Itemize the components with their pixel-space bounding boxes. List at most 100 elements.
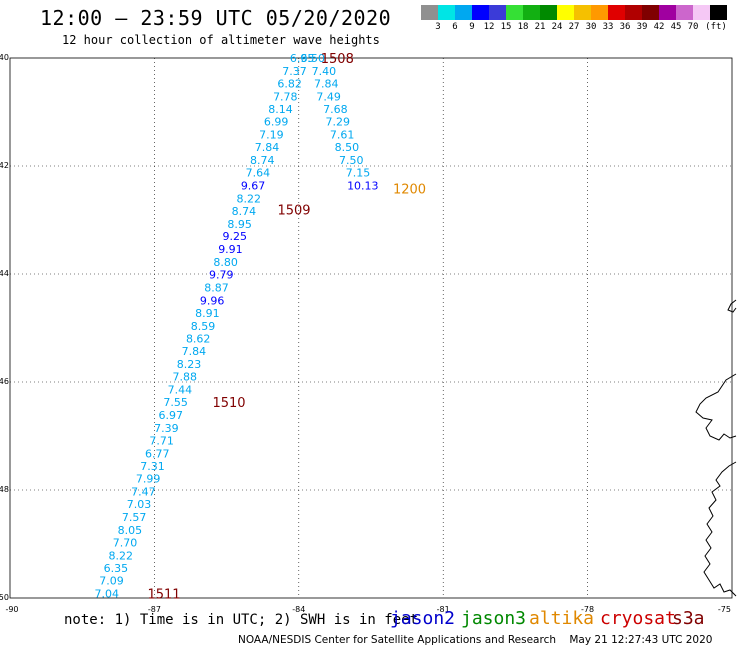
scale-swatch [540, 5, 557, 20]
pass-time-label: 1200 [393, 183, 426, 198]
scale-swatch [710, 5, 727, 20]
wave-height-value: 8.87 [204, 282, 229, 295]
lat-tick-label: -42 [0, 161, 9, 170]
scale-label: 21 [534, 22, 546, 32]
scale-swatch [557, 5, 574, 20]
wave-height-value: 7.44 [168, 384, 193, 397]
wave-height-value: 9.25 [223, 230, 248, 243]
scale-swatch [608, 5, 625, 20]
wave-height-value: 7.31 [140, 460, 165, 473]
scale-swatch [421, 5, 438, 20]
wave-height-value: 7.50 [339, 154, 364, 167]
wave-height-value: 8.14 [268, 103, 293, 116]
wave-height-value: 8.62 [186, 332, 211, 345]
wave-height-value: 9.91 [218, 243, 243, 256]
wave-height-value: 8.80 [213, 256, 238, 269]
lon-tick-label: -87 [148, 605, 161, 614]
scale-label: 12 [483, 22, 495, 32]
scale-label: 24 [551, 22, 563, 32]
wave-height-value: 7.55 [163, 396, 188, 409]
scale-swatch [693, 5, 710, 20]
lat-tick-label: -48 [0, 485, 9, 494]
wave-height-value: 8.59 [191, 320, 216, 333]
wave-height-value: 8.74 [232, 205, 257, 218]
lon-tick-label: -90 [5, 605, 18, 614]
wave-height-value: 7.64 [246, 166, 271, 179]
wave-height-value: 8.05 [118, 524, 143, 537]
lat-tick-label: -40 [0, 53, 9, 62]
wave-height-value: 8.23 [177, 358, 202, 371]
wave-height-value: 7.78 [273, 90, 298, 103]
scale-swatch [659, 5, 676, 20]
scale-label: 33 [602, 22, 614, 32]
wave-height-value: 7.84 [182, 345, 207, 358]
scale-label: 45 [670, 22, 682, 32]
wave-height-value: 7.88 [172, 371, 197, 384]
scale-label: 30 [585, 22, 597, 32]
scale-label: 36 [619, 22, 631, 32]
lat-tick-label: -44 [0, 269, 9, 278]
legend-jason2: jason2 [390, 608, 455, 629]
coastline [695, 373, 737, 441]
scale-swatch [472, 5, 489, 20]
wave-height-value: 8.50 [335, 141, 360, 154]
wave-height-value: 7.57 [122, 511, 147, 524]
footer-credit: NOAA/NESDIS Center for Satellite Applica… [238, 634, 713, 646]
legend-jason2-label: jason2 [390, 608, 456, 629]
legend-s3a: s3a [672, 608, 705, 629]
scale-label: (ft) [705, 22, 727, 32]
legend-cryosat-label: cryosat [600, 608, 676, 629]
wave-height-value: 8.91 [195, 307, 220, 320]
wave-height-value: 8.22 [108, 549, 133, 562]
scale-swatch [676, 5, 693, 20]
color-scale-labels: 3 6 9 12 15 18 21 24 27 30 33 36 39 42 45 70 (ft) [421, 22, 740, 34]
scale-label: 70 [687, 22, 699, 32]
wave-height-value: 7.04 [94, 588, 119, 601]
wave-height-value: 6.50 [301, 52, 326, 65]
map-subtitle: 12 hour collection of altimeter wave hei… [62, 33, 380, 47]
wave-height-value: 8.95 [227, 218, 252, 231]
wave-height-value: 6.82 [277, 77, 302, 90]
wave-height-value: 6.99 [264, 116, 289, 129]
map-title: 12:00 – 23:59 UTC 05/20/2020 [40, 6, 392, 30]
wave-height-value: 7.84 [255, 141, 280, 154]
lon-tick-label: -75 [718, 605, 731, 614]
scale-label: 15 [500, 22, 512, 32]
wave-height-value: 7.09 [99, 575, 124, 588]
wave-height-value: 7.70 [113, 536, 138, 549]
lon-tick-label: -81 [437, 605, 450, 614]
scale-swatch [523, 5, 540, 20]
wave-height-value: 7.37 [282, 65, 307, 78]
lon-tick-label: -84 [292, 605, 305, 614]
scale-swatch [506, 5, 523, 20]
wave-height-value: 7.47 [131, 486, 156, 499]
wave-height-value: 9.96 [200, 294, 225, 307]
wave-height-value: 7.61 [330, 129, 355, 142]
wave-height-value: 7.29 [326, 116, 351, 129]
scale-swatch [489, 5, 506, 20]
color-scale [421, 5, 727, 20]
wave-height-value: 6.97 [159, 409, 184, 422]
legend-cryosat: cryosat [600, 608, 676, 629]
wave-height-value: 7.99 [136, 473, 161, 486]
scale-swatch [438, 5, 455, 20]
scale-label: 9 [469, 22, 475, 32]
wave-height-value: 7.68 [323, 103, 348, 116]
wave-height-value: 7.49 [316, 90, 341, 103]
lon-tick-label: -78 [581, 605, 594, 614]
wave-height-value: 6.95 [290, 52, 315, 65]
wave-height-value: 7.71 [149, 434, 174, 447]
legend-s3a-label: s3a [672, 608, 705, 629]
footer-note: note: 1) Time is in UTC; 2) SWH is in fe… [64, 612, 419, 628]
scale-label: 18 [517, 22, 529, 32]
pass-time-label: 1508 [321, 52, 354, 67]
scale-label: 3 [435, 22, 441, 32]
wave-height-value: 8.74 [250, 154, 275, 167]
coastline [727, 299, 737, 313]
scale-swatch [625, 5, 642, 20]
wave-height-value: 6.77 [145, 447, 170, 460]
wave-height-value: 7.15 [346, 166, 371, 179]
lat-tick-label: -50 [0, 593, 9, 602]
wave-height-value: 8.22 [236, 192, 261, 205]
